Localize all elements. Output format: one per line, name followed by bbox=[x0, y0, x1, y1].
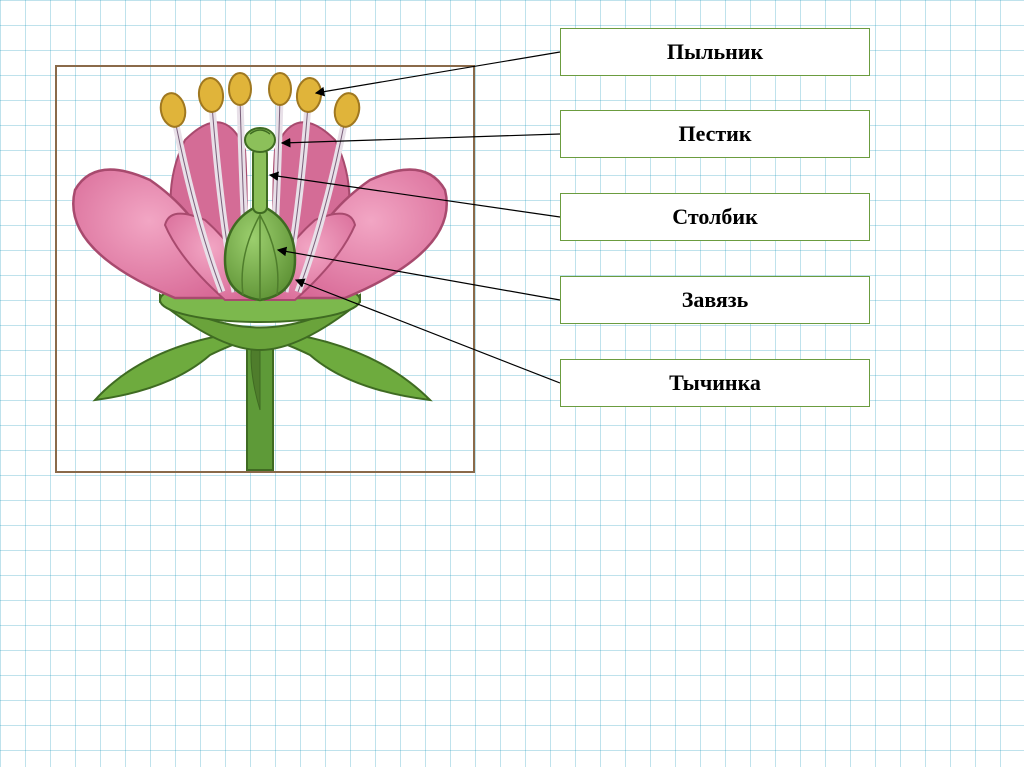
label-text: Пыльник bbox=[667, 39, 763, 65]
label-text: Пестик bbox=[678, 121, 751, 147]
label-text: Столбик bbox=[672, 204, 758, 230]
label-anther: Пыльник bbox=[560, 28, 870, 76]
label-text: Тычинка bbox=[669, 370, 761, 396]
label-text: Завязь bbox=[682, 287, 749, 313]
diagram-stage: Пыльник Пестик Столбик Завязь Тычинка bbox=[0, 0, 1024, 767]
label-ovary: Завязь bbox=[560, 276, 870, 324]
grid-background bbox=[0, 0, 1024, 767]
label-pistil: Пестик bbox=[560, 110, 870, 158]
label-style: Столбик bbox=[560, 193, 870, 241]
label-stamen: Тычинка bbox=[560, 359, 870, 407]
